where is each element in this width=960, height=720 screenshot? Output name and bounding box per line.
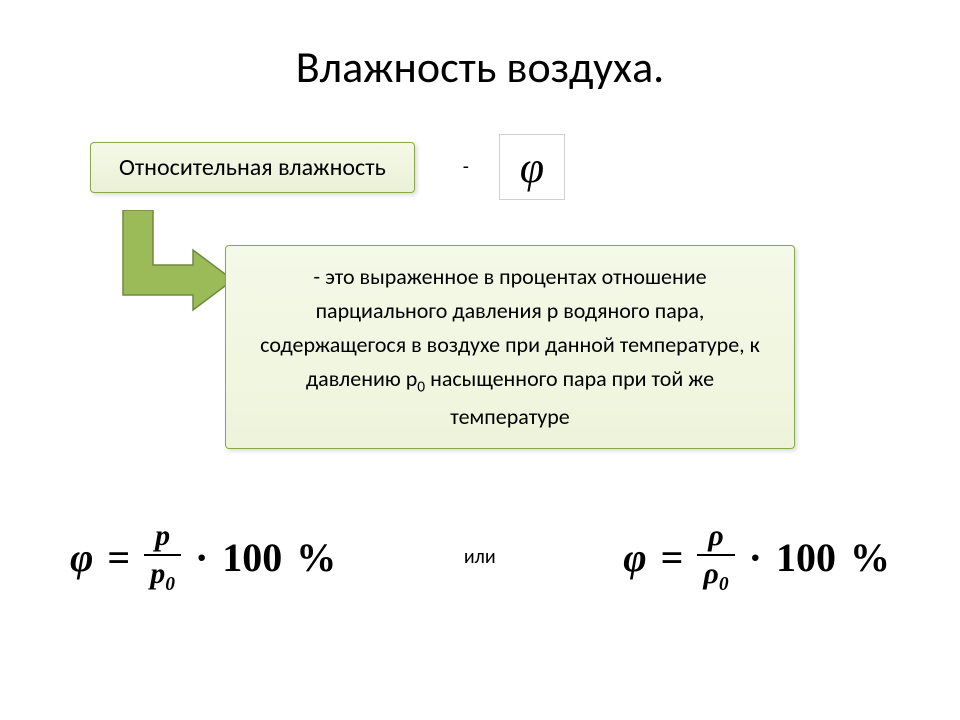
f1-lhs: φ [70, 534, 93, 581]
slide: Влажность воздуха. Относительная влажнос… [0, 0, 960, 720]
dash: - [463, 155, 469, 179]
f2-dot: · [749, 534, 762, 581]
def-p: р [547, 297, 559, 324]
f1-den-var: p [150, 557, 165, 590]
def-text-3: насыщенного пара при той же температуре [425, 365, 714, 429]
f2-den-var: ρ [703, 557, 718, 590]
f1-dot: · [195, 534, 208, 581]
f2-den: ρ0 [697, 554, 734, 595]
term-box: Относительная влажность [90, 142, 415, 193]
connector-or: или [464, 545, 496, 569]
phi-symbol: φ [520, 142, 544, 193]
f2-hundred: 100 [776, 534, 836, 581]
f2-pct: % [850, 534, 890, 581]
f1-den: p0 [144, 554, 181, 595]
f1-num: p [149, 520, 176, 554]
formula-2: φ = ρ ρ0 · 100% [623, 520, 890, 595]
elbow-arrow-icon [115, 210, 235, 325]
formula-row: φ = p p0 · 100% или φ = ρ ρ0 · 100% [70, 520, 890, 595]
f1-pct: % [296, 534, 336, 581]
f1-frac: p p0 [144, 520, 181, 595]
def-p0-sub: 0 [417, 378, 425, 397]
term-row: Относительная влажность - φ [90, 134, 890, 200]
f2-den-sub: 0 [719, 574, 729, 595]
f1-eq: = [107, 534, 130, 581]
f1-den-sub: 0 [165, 574, 175, 595]
f2-num: ρ [702, 520, 729, 554]
page-title: Влажность воздуха. [70, 40, 890, 94]
symbol-box: φ [499, 134, 565, 200]
f2-eq: = [661, 534, 684, 581]
formula-1: φ = p p0 · 100% [70, 520, 336, 595]
def-p0: р [406, 365, 418, 392]
f2-lhs: φ [623, 534, 646, 581]
f2-frac: ρ ρ0 [697, 520, 734, 595]
f1-hundred: 100 [222, 534, 282, 581]
definition-box: - это выраженное в процентах отношение п… [225, 245, 795, 449]
